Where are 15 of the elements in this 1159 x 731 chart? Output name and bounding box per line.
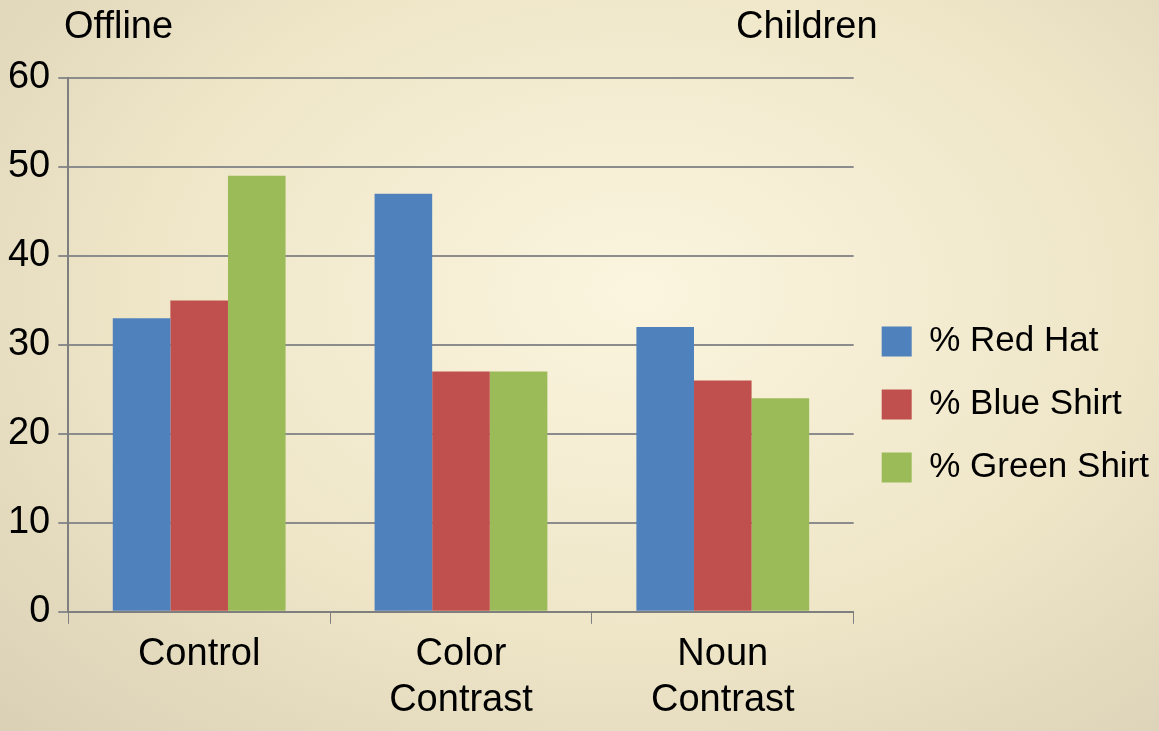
y-tick-label: 10: [7, 499, 51, 542]
y-tick-label: 50: [7, 143, 51, 186]
chart-subtitle: Children: [736, 4, 878, 47]
chart-title: Offline: [64, 4, 174, 47]
y-tick-label: 60: [7, 54, 51, 97]
x-tick-label: Control: [137, 631, 261, 674]
y-tick-label: 20: [7, 410, 51, 453]
x-tick-label: Noun Contrast: [650, 631, 796, 719]
y-tick-label: 40: [7, 232, 51, 275]
legend-label: % Red Hat: [929, 319, 1099, 359]
x-tick-label: Color Contrast: [389, 631, 534, 719]
legend-label: % Blue Shirt: [929, 382, 1123, 422]
y-tick-label: 0: [29, 588, 51, 631]
legend-label: % Green Shirt: [929, 445, 1150, 485]
y-tick-label: 30: [7, 321, 51, 364]
